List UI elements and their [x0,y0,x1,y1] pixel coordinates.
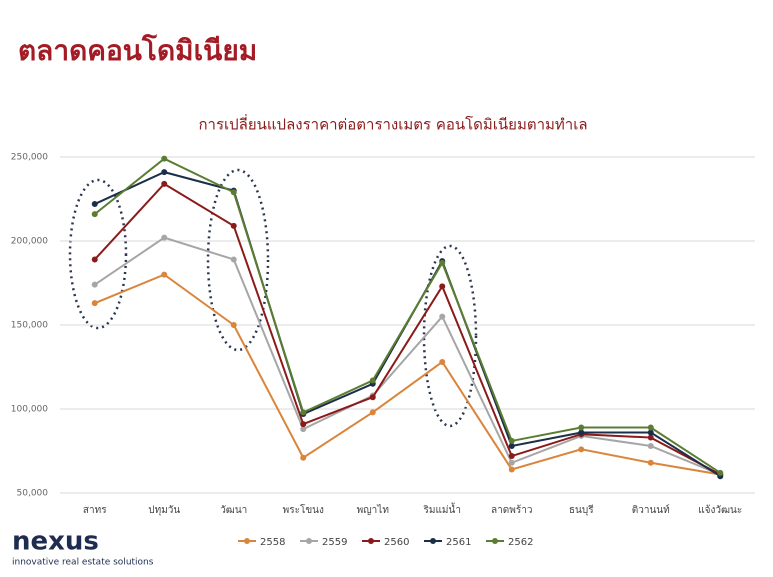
legend-label: 2559 [322,537,347,548]
x-tick-label: ลาดพร้าว [491,504,532,516]
series-line [94,182,721,476]
brand-name: nexus [12,527,99,557]
data-point [508,442,515,449]
data-point [300,421,307,428]
data-point [300,426,307,433]
highlight-ellipse [68,178,128,330]
data-point [91,201,98,208]
data-point [508,453,515,460]
x-tick-label: ธนบุรี [569,504,594,516]
data-point [161,271,168,278]
legend-swatch [430,538,436,544]
data-point [300,409,307,416]
data-point [161,155,168,162]
data-point [578,424,585,431]
data-point [647,442,654,449]
data-point [439,358,446,365]
data-point [578,429,585,436]
legend-swatch [368,538,374,544]
legend-label: 2558 [260,537,285,548]
page-title: ตลาดคอนโดมิเนียม [18,33,257,67]
x-tick-label: แจ้งวัฒนะ [698,504,742,516]
y-tick-label: 50,000 [17,489,49,499]
x-tick-label: ริมแม่น้ำ [423,502,461,516]
data-point [230,322,237,328]
legend-label: 2560 [384,537,409,548]
x-tick-label: วัฒนา [220,505,247,516]
data-point [508,466,515,473]
series-line [94,157,721,474]
data-point [230,222,237,229]
data-point [578,446,585,453]
data-point [647,459,654,466]
legend-label: 2561 [446,537,471,548]
data-point [91,281,98,288]
data-point [369,377,376,384]
data-point [161,234,168,241]
x-tick-label: พญาไท [357,504,389,516]
data-point [230,256,237,263]
data-point [369,394,376,401]
brand-tagline: innovative real estate solutions [12,558,154,568]
legend-label: 2562 [508,537,533,548]
x-tick-label: สาทร [83,505,107,516]
legend-swatch [244,538,250,544]
data-point [647,424,654,431]
x-tick-label: ปทุมวัน [148,505,180,516]
y-tick-label: 200,000 [11,237,48,247]
legend-swatch [492,538,498,544]
data-point [369,409,376,416]
data-point [161,169,168,176]
x-tick-label: ติวานนท์ [632,504,670,516]
series-line [94,273,721,476]
highlight-ellipse [422,244,478,428]
series-line [94,236,721,476]
legend-swatch [306,538,312,544]
data-point [647,429,654,436]
x-tick-label: พระโขนง [283,503,324,516]
data-point [717,469,724,476]
y-tick-label: 250,000 [11,153,48,163]
data-point [91,300,98,307]
data-point [508,459,515,466]
data-point [439,259,446,266]
annotations [68,168,478,428]
data-point [300,454,307,461]
y-tick-label: 100,000 [11,405,48,415]
chart-title: การเปลี่ยนแปลงราคาต่อตารางเมตร คอนโดมิเน… [198,114,587,134]
data-point [439,283,446,290]
highlight-ellipse [206,168,270,352]
y-tick-label: 150,000 [11,321,48,331]
data-point [161,180,168,187]
data-point [91,211,98,218]
data-point [91,256,98,263]
data-point [647,434,654,441]
data-point [230,189,237,196]
data-point [508,437,515,444]
series-line [94,171,721,478]
data-point [439,313,446,320]
